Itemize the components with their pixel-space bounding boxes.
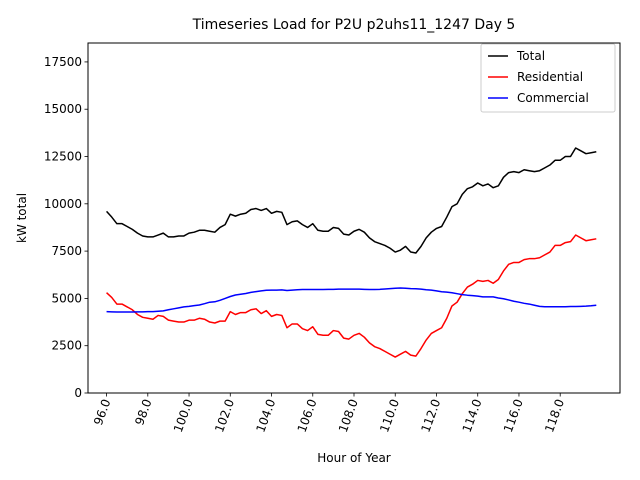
x-axis-title: Hour of Year bbox=[317, 451, 391, 465]
y-tick-label: 7500 bbox=[51, 244, 82, 258]
series-line-total bbox=[106, 147, 597, 254]
y-tick-label: 17500 bbox=[44, 55, 82, 69]
y-tick-label: 10000 bbox=[44, 197, 82, 211]
y-tick-label: 2500 bbox=[51, 339, 82, 353]
y-tick-label: 0 bbox=[74, 386, 82, 400]
series-line-residential bbox=[106, 234, 597, 358]
legend: Total Residential Commercial bbox=[480, 43, 616, 113]
chart-title: Timeseries Load for P2U p2uhs11_1247 Day… bbox=[192, 17, 516, 33]
legend-label: Commercial bbox=[517, 91, 589, 105]
series-line-commercial bbox=[106, 287, 597, 313]
legend-label: Total bbox=[516, 49, 545, 63]
y-tick-label: 5000 bbox=[51, 291, 82, 305]
legend-box bbox=[480, 43, 616, 113]
legend-label: Residential bbox=[517, 70, 583, 84]
y-axis-title: kW total bbox=[15, 193, 29, 243]
y-tick-label: 12500 bbox=[44, 150, 82, 164]
y-tick-label: 15000 bbox=[44, 102, 82, 116]
